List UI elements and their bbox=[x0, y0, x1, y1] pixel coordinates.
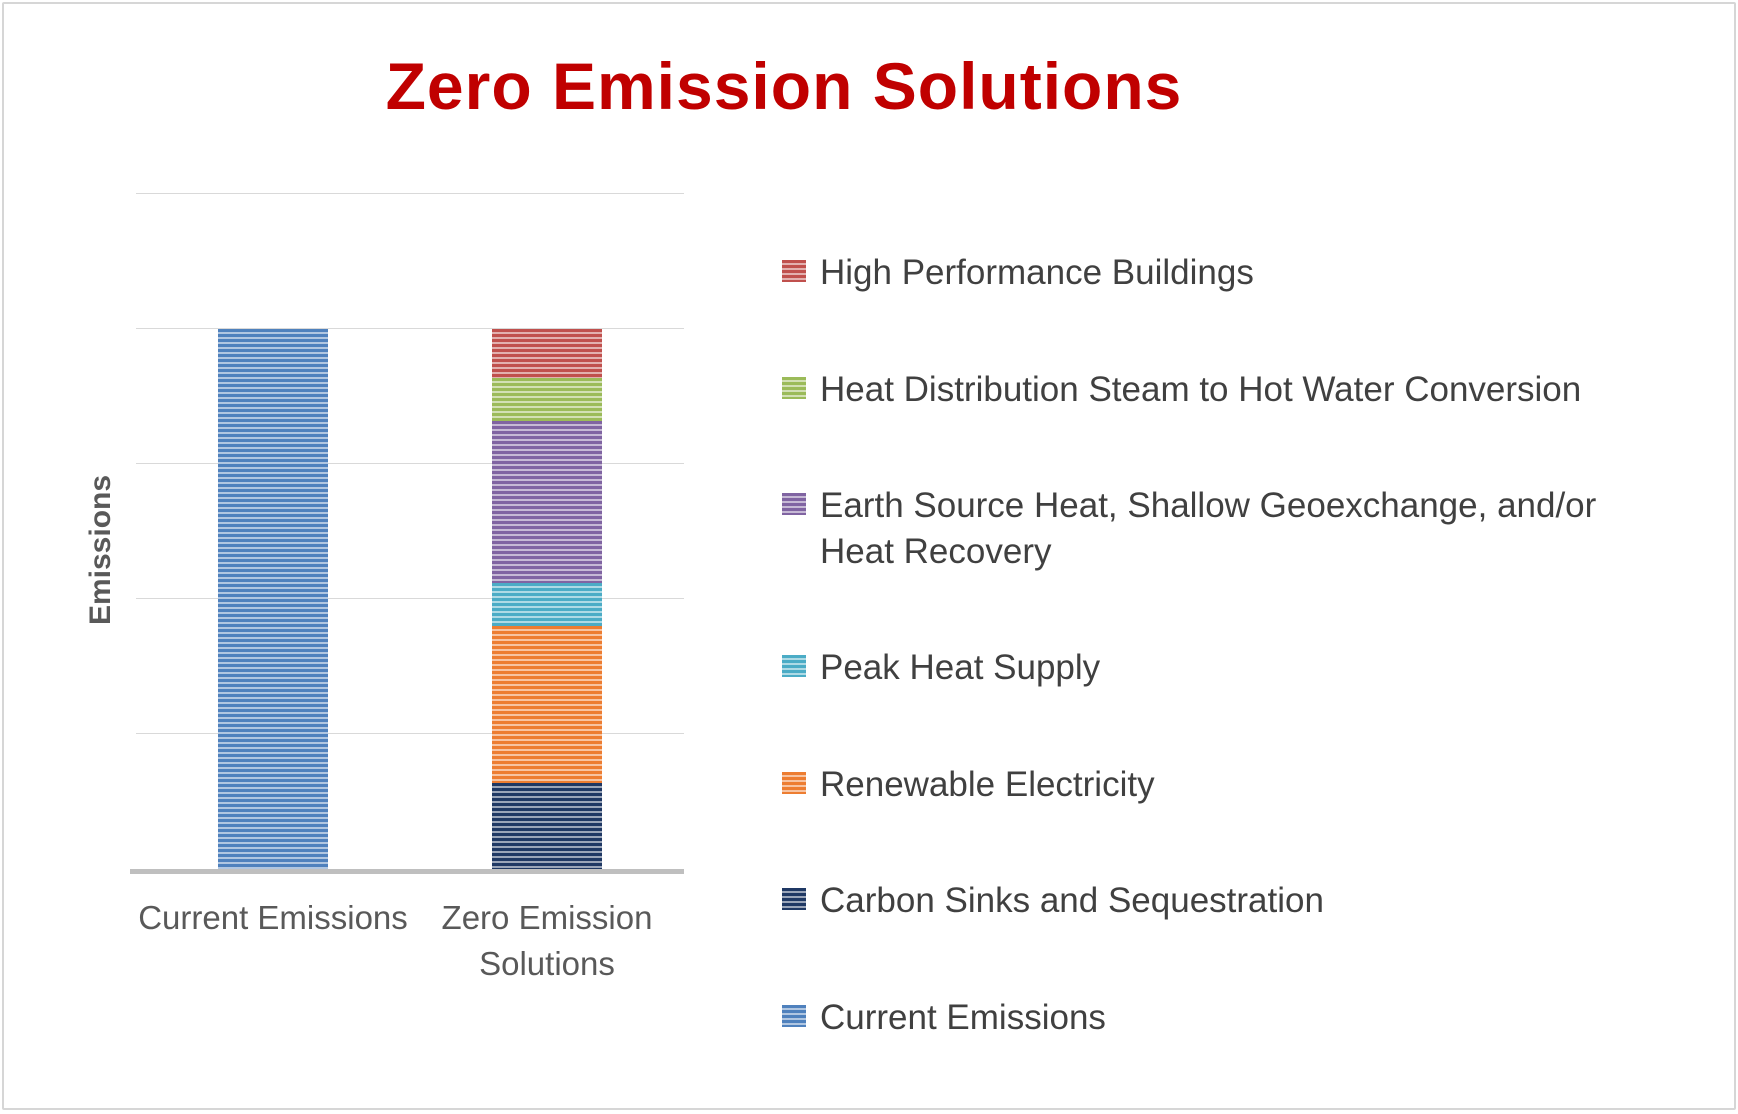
legend-marker-icon bbox=[782, 376, 806, 399]
legend-label: Renewable Electricity bbox=[820, 764, 1155, 804]
legend-label: Heat Distribution Steam to Hot Water Con… bbox=[820, 369, 1582, 409]
gridline bbox=[136, 463, 684, 464]
legend-item: Heat Distribution Steam to Hot Water Con… bbox=[782, 367, 1622, 413]
legend-item: Peak Heat Supply bbox=[782, 645, 1622, 691]
legend-label: Earth Source Heat, Shallow Geoexchange, … bbox=[820, 486, 1597, 571]
bar-segment-peak-heat-supply bbox=[492, 582, 602, 627]
legend-marker-icon bbox=[782, 1004, 806, 1027]
chart-content: Emissions Current Emissions Zero Emission… bbox=[4, 132, 1734, 1040]
bar-zero-emission-solutions bbox=[492, 329, 602, 869]
y-axis-title: Emissions bbox=[66, 132, 136, 1040]
y-axis-title-text: Emissions bbox=[84, 474, 117, 625]
bar-segment-current-emissions bbox=[218, 329, 328, 869]
bar-segment-earth-source-heat-shallow-geoexchange-and-or-heat-recovery bbox=[492, 420, 602, 583]
chart-title: Zero Emission Solutions bbox=[385, 49, 1183, 123]
legend-marker-icon bbox=[782, 771, 806, 794]
legend-item: Current Emissions bbox=[782, 995, 1622, 1041]
legend-marker-icon bbox=[782, 260, 806, 282]
bar-segment-renewable-electricity bbox=[492, 626, 602, 783]
bar-current-emissions bbox=[218, 329, 328, 869]
chart-block: Emissions Current Emissions Zero Emission… bbox=[66, 132, 696, 1040]
legend-item: High Performance Buildings bbox=[782, 250, 1622, 296]
legend-label: High Performance Buildings bbox=[820, 253, 1254, 292]
x-axis-labels: Current Emissions Zero Emission Solutions bbox=[136, 895, 684, 1025]
gridline bbox=[136, 733, 684, 734]
legend-item: Earth Source Heat, Shallow Geoexchange, … bbox=[782, 483, 1622, 574]
legend-marker-icon bbox=[782, 888, 806, 910]
plot-wrap: Current Emissions Zero Emission Solutions bbox=[130, 132, 696, 1040]
legend-marker-icon bbox=[782, 655, 806, 677]
legend-label: Current Emissions bbox=[820, 997, 1106, 1037]
x-axis-label: Zero Emission Solutions bbox=[441, 899, 653, 983]
legend-label: Carbon Sinks and Sequestration bbox=[820, 881, 1324, 920]
legend-label: Peak Heat Supply bbox=[820, 648, 1101, 687]
gridline bbox=[136, 193, 684, 194]
legend-item: Carbon Sinks and Sequestration bbox=[782, 878, 1622, 924]
plot-area bbox=[130, 193, 684, 874]
gridline bbox=[136, 598, 684, 599]
bar-segment-carbon-sinks-and-sequestration bbox=[492, 782, 602, 869]
gridline bbox=[136, 328, 684, 329]
bar-segment-high-performance-buildings bbox=[492, 329, 602, 378]
bar-segment-heat-distribution-steam-to-hot-water-conversion bbox=[492, 377, 602, 421]
legend-marker-icon bbox=[782, 493, 806, 515]
x-axis-line bbox=[130, 869, 684, 874]
chart-legend: High Performance Buildings Heat Distribut… bbox=[782, 250, 1622, 1040]
legend-item: Renewable Electricity bbox=[782, 762, 1622, 808]
x-axis-label: Current Emissions bbox=[138, 899, 408, 936]
